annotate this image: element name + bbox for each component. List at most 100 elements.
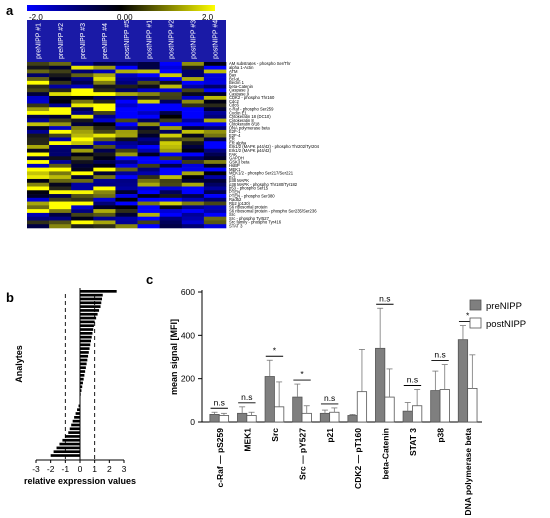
chart-b-bar: [72, 419, 80, 423]
heatmap-cell: [203, 88, 227, 93]
heatmap-cell: [181, 88, 205, 93]
heatmap-cell: [203, 224, 227, 229]
heatmap-cell: [137, 126, 160, 131]
heatmap-cell: [49, 209, 72, 214]
chart-c-legend-swatch-postnipp: [469, 317, 482, 329]
heatmap-cell: [137, 84, 160, 89]
heatmap-cell: [115, 133, 138, 138]
heatmap-cell: [71, 92, 94, 97]
heatmap-cell: [137, 205, 160, 210]
heatmap-cell: [71, 62, 94, 67]
heatmap-cell: [93, 205, 116, 210]
heatmap-cell: [115, 99, 138, 104]
heatmap-row-label: c-Raf - phospho Ser259: [229, 106, 274, 111]
chart-b-bar: [68, 431, 80, 434]
heatmap-cell: [137, 190, 160, 195]
heatmap-cell: [93, 171, 116, 176]
heatmap-row-label: Rb2 (p130): [229, 201, 251, 206]
heatmap-cell: [137, 167, 160, 172]
heatmap-row-label: PTEN - phospho Ser380: [229, 193, 275, 198]
chart-c-significance-label: n.s: [324, 393, 335, 403]
chart-b-x-tick-label: 3: [122, 464, 127, 474]
heatmap-cell: [27, 220, 50, 225]
chart-b-bar: [80, 324, 94, 328]
chart-c-significance-label: n.s: [407, 375, 418, 385]
heatmap-cell: [181, 148, 205, 153]
heatmap-cell: [71, 186, 94, 191]
heatmap-row-label: MEK1/2 - phospho Ser217/Ser221: [229, 171, 294, 176]
heatmap-cell: [181, 84, 205, 89]
heatmap-row-label: ATM: [229, 69, 238, 74]
heatmap-cell: [71, 216, 94, 221]
heatmap-cell: [27, 152, 50, 157]
heatmap-cell: [71, 145, 94, 150]
heatmap-cell: [137, 216, 160, 221]
heatmap-cell: [159, 122, 183, 127]
chart-b-bar: [80, 335, 92, 339]
heatmap-row-label: E2F-4: [229, 133, 241, 138]
heatmap-cell: [181, 111, 205, 116]
heatmap-cell: [159, 148, 183, 153]
colorbar-min: -2.0: [29, 13, 43, 22]
chart-c-category-label: STAT 3: [408, 428, 418, 456]
chart-b-bar: [80, 393, 81, 396]
heatmap-cell: [27, 129, 50, 134]
chart-b-x-tick-label: -1: [62, 464, 70, 474]
panel-label-a: a: [6, 3, 14, 18]
heatmap-cell: [137, 129, 160, 134]
chart-b-bar: [80, 400, 81, 404]
chart-c-significance-label: *: [300, 369, 304, 379]
heatmap-cell: [27, 216, 50, 221]
heatmap-cell: [71, 88, 94, 93]
heatmap-cell: [159, 216, 183, 221]
heatmap-row-label: Cdc2: [229, 99, 239, 104]
heatmap-cell: [27, 114, 50, 119]
heatmap-cell: [71, 212, 94, 217]
heatmap-cell: [71, 133, 94, 138]
heatmap-cell: [115, 69, 138, 74]
heatmap-cell: [49, 114, 72, 119]
heatmap-cell: [93, 77, 116, 82]
heatmap-cell: [71, 190, 94, 195]
heatmap-cell: [93, 137, 116, 142]
heatmap-cell: [203, 186, 227, 191]
heatmap-cell: [93, 122, 116, 127]
heatmap-cell: [203, 216, 227, 221]
chart-c-bar-postnipp: [439, 389, 450, 423]
heatmap-cell: [93, 84, 116, 89]
chart-b-x-tick-label: -3: [32, 464, 40, 474]
heatmap-cell: [115, 152, 138, 157]
heatmap-cell: [203, 194, 227, 199]
heatmap-row-label: AM substrates - phospho Ser/Thr: [229, 61, 291, 66]
heatmap-cell: [181, 201, 205, 206]
heatmap-cell: [137, 111, 160, 116]
heatmap-cell: [93, 216, 116, 221]
heatmap-cell: [93, 73, 116, 78]
heatmap-cell: [71, 118, 94, 123]
heatmap-cell: [181, 141, 205, 146]
heatmap-cell: [203, 107, 227, 112]
heatmap-row-label: Cdc6: [229, 103, 239, 108]
chart-c-legend-label-prenipp: preNIPP: [486, 301, 522, 312]
heatmap-cell: [159, 69, 183, 74]
heatmap-cell: [71, 69, 94, 74]
chart-c-y-tick-label: 400: [181, 330, 195, 340]
heatmap-cell: [137, 141, 160, 146]
heatmap-cell: [159, 171, 183, 176]
heatmap-cell: [93, 99, 116, 104]
heatmap-cell: [27, 201, 50, 206]
chart-c-bar-prenipp: [237, 412, 248, 423]
heatmap-cell: [137, 163, 160, 168]
heatmap-cell: [27, 167, 50, 172]
heatmap-cell: [159, 205, 183, 210]
heatmap-cell: [93, 212, 116, 217]
heatmap-cell: [49, 224, 72, 229]
chart-b-x-tick-label: 1: [92, 464, 97, 474]
heatmap-row-label: E2F-1: [229, 129, 241, 134]
heatmap-cell: [93, 224, 116, 229]
heatmap-cell: [115, 178, 138, 184]
chart-c-category-label: MEK1: [242, 428, 252, 452]
heatmap-cell: [27, 65, 50, 70]
heatmap-cell: [203, 182, 227, 187]
heatmap-cell: [27, 111, 50, 116]
